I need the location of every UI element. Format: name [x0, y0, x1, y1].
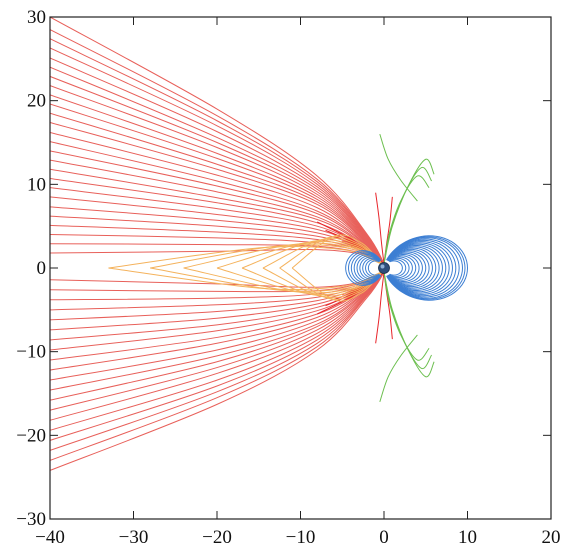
field-line-closed_dipole-day-97 — [386, 243, 447, 293]
field-line-closed_plasma_sheet-75 — [291, 267, 385, 302]
field-line-closed_dipole-day-100 — [386, 239, 457, 297]
y-tick-label: 20 — [27, 91, 46, 112]
field-line-closed_dipole-night-105 — [367, 260, 380, 276]
field-line-closed_dipole-night-111 — [350, 252, 382, 284]
field-line-closed_dipole-night-108 — [359, 256, 381, 280]
x-tick-label: 0 — [379, 527, 389, 548]
field-line-closed_dipole-day-101 — [386, 238, 460, 298]
field-line-open_tail-37 — [50, 271, 385, 391]
field-line-open_tail-40 — [50, 271, 385, 421]
field-line-closed_dipole-night-110 — [353, 253, 381, 283]
field-line-closed_dipole-night-107 — [362, 257, 381, 279]
field-line-open_tail-9 — [50, 103, 385, 265]
field-line-closed_dipole-day-92 — [387, 250, 430, 286]
field-line-open_tail-15 — [50, 159, 385, 265]
field-line-open_tail-36 — [50, 271, 385, 381]
field-line-closed_dipole-night-112 — [348, 251, 382, 285]
y-tick-label: 30 — [27, 7, 46, 28]
field-line-dayside_boundary-78 — [383, 175, 430, 264]
x-tick-label: −10 — [286, 527, 316, 548]
field-line-open_tail-10 — [50, 112, 385, 265]
field-line-open_tail-25 — [50, 248, 385, 265]
y-tick-label: 0 — [37, 258, 47, 279]
field-line-open_tail-44 — [50, 271, 385, 461]
field-line-closed_dipole-day-89 — [387, 253, 420, 283]
x-tick-label: −40 — [35, 527, 65, 548]
field-line-open_tail-27 — [50, 271, 385, 293]
field-line-closed_plasma_sheet-61 — [108, 267, 385, 290]
earth-icon — [378, 262, 390, 274]
field-line-closed_dipole-day-86 — [388, 257, 410, 279]
field-line-closed_dipole-day-104 — [386, 235, 469, 301]
y-tick-label: −20 — [16, 425, 46, 446]
field-line-closed_dipole-day-94 — [386, 247, 437, 289]
field-line-open_polar-58 — [375, 272, 385, 344]
field-line-closed_dipole-day-88 — [387, 255, 417, 281]
field-line-open_tail-39 — [50, 271, 385, 411]
field-line-closed_dipole-day-98 — [386, 242, 450, 294]
field-line-closed_plasma_sheet-60 — [108, 246, 385, 269]
field-line-closed_dipole-day-93 — [387, 248, 433, 288]
field-line-dayside_boundary-81 — [383, 272, 430, 361]
earth-disc — [378, 262, 390, 274]
field-line-open_tail-14 — [50, 150, 385, 265]
field-line-closed_plasma_sheet-62 — [150, 244, 385, 269]
x-tick-label: −20 — [202, 527, 232, 548]
field-line-closed_dipole-day-95 — [386, 246, 440, 290]
field-line-open_tail-26 — [50, 271, 385, 288]
field-line-dayside_boundary-83 — [379, 334, 418, 403]
x-tick-label: 10 — [458, 527, 477, 548]
x-tick-label: −30 — [119, 527, 149, 548]
field-line-closed_dipole-day-96 — [386, 244, 443, 292]
field-line-open_tail-12 — [50, 131, 385, 265]
x-tick-label: 20 — [542, 527, 561, 548]
field-line-open_tail-13 — [50, 141, 385, 265]
earth-highlight — [380, 264, 385, 269]
field-line-open_polar-56 — [375, 192, 385, 264]
plot-frame — [49, 16, 552, 520]
field-line-closed_dipole-day-87 — [388, 256, 413, 280]
field-line-closed_dipole-day-91 — [387, 251, 427, 285]
field-line-open_tail-45 — [50, 271, 385, 471]
field-line-closed_plasma_sheet-74 — [291, 234, 385, 269]
field-line-dayside_boundary-82 — [379, 133, 418, 202]
y-tick-label: −10 — [16, 342, 46, 363]
field-line-closed_dipole-day-99 — [386, 241, 453, 295]
field-line-closed_dipole-night-109 — [356, 255, 381, 281]
y-tick-label: −30 — [16, 509, 46, 530]
field-line-closed_dipole-day-85 — [388, 259, 407, 277]
field-lines-group — [50, 17, 469, 471]
axis-ticks — [49, 16, 552, 520]
field-line-closed_dipole-day-84 — [389, 260, 403, 276]
field-line-closed_plasma_sheet-63 — [150, 267, 385, 292]
field-line-closed_dipole-day-90 — [387, 252, 423, 284]
field-line-closed_dipole-night-113 — [345, 250, 382, 286]
field-line-open_tail-34 — [50, 271, 385, 361]
y-tick-label: 10 — [27, 174, 46, 195]
field-line-closed_dipole-night-106 — [365, 259, 380, 277]
